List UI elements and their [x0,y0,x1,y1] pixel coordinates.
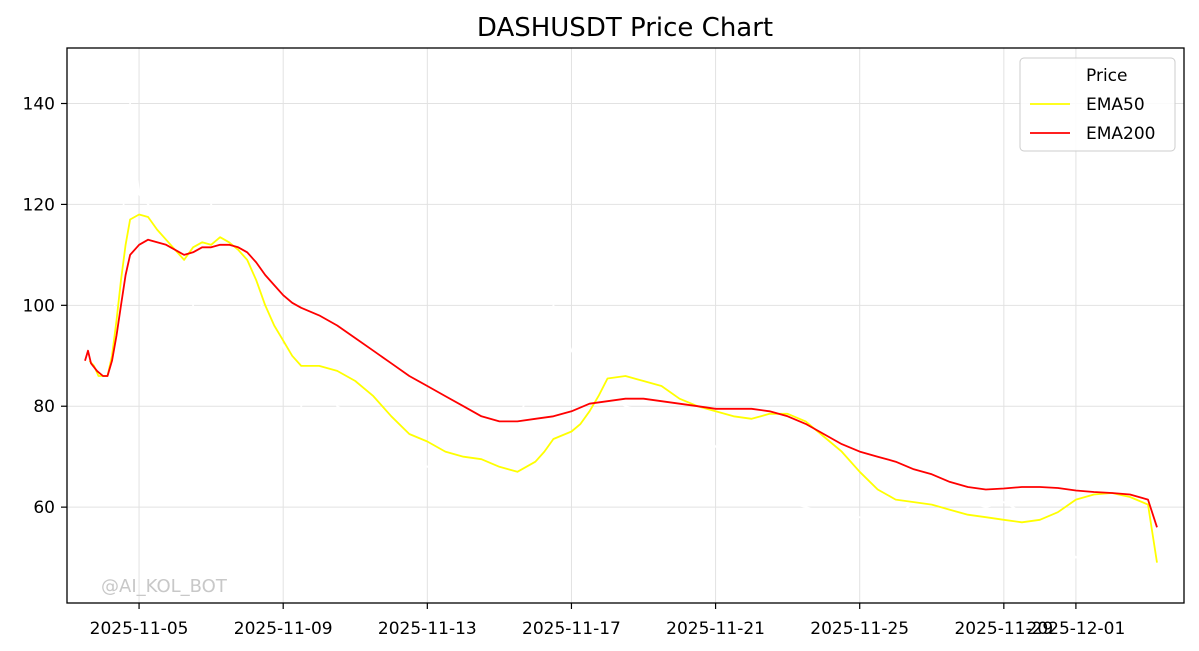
legend-label-price: Price [1086,66,1127,86]
x-tick-label: 2025-11-17 [522,619,621,639]
y-tick-label: 100 [23,296,55,316]
y-tick-label: 60 [33,498,55,518]
legend-box [1019,57,1176,152]
legend: Price EMA50 EMA200 [1019,57,1176,152]
chart-title: DASHUSDT Price Chart [477,13,773,43]
x-tick-label: 2025-11-29 [954,619,1053,639]
x-tick-label: 2025-11-25 [810,619,909,639]
x-tick-label: 2025-12-01 [1027,619,1126,639]
watermark: @AI_KOL_BOT [101,576,228,597]
x-tick-label: 2025-11-05 [90,619,189,639]
y-axis: 60 80 100 120 140 [23,95,67,518]
x-tick-label: 2025-11-13 [378,619,477,639]
y-tick-label: 80 [33,397,55,417]
grid-layer [67,48,1184,603]
plot-frame [66,47,1185,604]
x-tick-label: 2025-11-09 [234,619,333,639]
x-axis: 2025-11-05 2025-11-09 2025-11-13 2025-11-17… [90,603,1126,639]
series-line-price [84,102,1158,569]
legend-label-ema50: EMA50 [1086,95,1145,115]
y-tick-label: 120 [23,195,55,215]
legend-label-ema200: EMA200 [1086,124,1156,144]
series-layer [84,102,1158,569]
series-line-ema200 [84,238,1158,528]
y-tick-label: 140 [23,95,55,115]
x-tick-label: 2025-11-21 [666,619,765,639]
